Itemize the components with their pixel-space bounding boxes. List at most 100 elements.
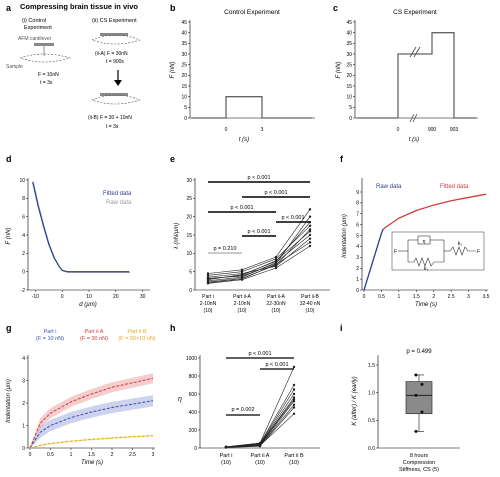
control-title-line1: (i) Control: [22, 18, 46, 24]
panel-e-point-9-0: [206, 280, 210, 284]
sample-label: Sample: [6, 64, 23, 70]
panel-h-point-2-2: [292, 392, 296, 396]
panel-e-point-5-3: [308, 244, 312, 248]
panel-c-ylabel: F (nN): [336, 62, 342, 79]
panel-g-xtick-label-1: 0.5: [47, 452, 54, 458]
control-force-label: F = 10nN: [38, 72, 59, 78]
panel-f-xtick-label-0: 0: [363, 294, 366, 300]
panel-letter-d: d: [6, 154, 12, 164]
panel-e-paired-lines: [206, 208, 312, 285]
panel-e-ytick-label-5: 25: [186, 196, 192, 202]
panel-d-chart: -2 0 2 4 6 8 10 -10 0 10 20 30 d (µm) F (nN) Fitted…: [6, 178, 150, 308]
panel-c-ytick-label-0: 0: [349, 116, 352, 122]
panel-f-ytick-label-5: 5: [356, 233, 359, 239]
panel-e-cat-0-line3: (10): [204, 308, 213, 314]
panel-e-subject-line-5: [207, 245, 311, 284]
panel-b-xlabel: t (s): [239, 137, 249, 143]
cs-sample-outline-a: [91, 34, 141, 45]
panel-e-ytick-label-2: 10: [186, 251, 192, 257]
panel-h-point-6-2: [292, 383, 296, 387]
panel-e-cat-0-line1: Part i: [202, 294, 214, 300]
panel-e-point-4-2: [274, 257, 278, 261]
cs-time-label-a: t = 900s: [106, 59, 124, 65]
panel-g-ytick-label-3: 3: [22, 378, 25, 384]
panel-c-ytick-label-4: 20: [346, 73, 352, 79]
panel-c-xtick-900: 900: [428, 127, 437, 133]
panel-e-point-4-3: [308, 224, 312, 228]
panel-e-point-9-1: [240, 277, 244, 280]
inset-f-right: F: [477, 249, 480, 255]
spring-dashpot-model-icon: [398, 235, 476, 267]
panel-g-xtick-label-5: 2.5: [129, 452, 136, 458]
panel-c-xtick-0: 0: [397, 127, 400, 133]
panel-b-ytick-label-2: 10: [181, 94, 187, 100]
panel-e-point-8-2: [274, 255, 278, 259]
panel-h-cat-1-line1: Part ii A: [251, 453, 270, 459]
cs-force-label-a: (ii-A) F = 30nN: [95, 51, 128, 57]
panel-e-pvalue-3: p < 0.001: [281, 215, 304, 221]
cs-title: (ii) CS Experiment: [92, 18, 137, 24]
panel-e-point-4-0: [206, 274, 210, 277]
cs-force-label-b: (ii-B) F = 30 + 10nN: [88, 115, 132, 121]
control-sample-outline: [19, 53, 72, 63]
panel-h-pvalue-1: p = 0.002: [231, 407, 254, 413]
panel-d-ytick-label-6: 10: [19, 178, 25, 184]
panel-i-ticks: 0.0 0.5 1.0 1.5: [368, 363, 378, 452]
panel-e-cat-3-line3: (10): [306, 308, 315, 314]
panel-h-cat-2-line2: (10): [289, 460, 299, 466]
panel-e-point-0-3: [308, 241, 312, 244]
panel-d-fitted-line: [32, 181, 130, 273]
panel-e-pvalue-2: p < 0.001: [247, 229, 270, 235]
panel-i-pvalue: p = 0.499: [406, 349, 432, 355]
panel-g-xtick-label-6: 3: [152, 452, 155, 458]
panel-h-cat-1-line2: (10): [255, 460, 265, 466]
panel-f-ytick-label-4: 4: [356, 244, 359, 250]
panel-b-ytick-label-5: 25: [181, 62, 187, 68]
panel-i-point-2: [414, 393, 418, 397]
panel-i-box: [405, 381, 433, 415]
panel-b-ytick-label-0: 0: [184, 116, 187, 122]
panel-g-xtick-label-2: 1: [70, 452, 73, 458]
panel-e-category-labels: Part i2-10nN(10)Part ii-A2-10nN(10)Part …: [200, 294, 321, 314]
panel-e-subject-line-8: [207, 209, 311, 274]
panel-g-xlabel: Time (s): [81, 460, 103, 466]
panel-f-chart: 0 1 2 3 4 5 6 7 8 9 0 0.5 1 1.5 2 2.5 3 3.5 Time (s) Inde…: [342, 178, 490, 308]
panel-h-point-9-0: [224, 445, 228, 449]
panel-c-ytick-label-2: 10: [346, 94, 352, 100]
panel-e-cat-3-line2: 32-40 nN: [300, 301, 321, 307]
panel-f-xtick-label-1: 0.5: [378, 294, 385, 300]
panel-d-legend-raw: Raw data: [106, 200, 132, 206]
panel-c-xlabel: t (s): [409, 137, 419, 143]
panel-letter-f: f: [340, 154, 344, 164]
panel-e-ytick-label-6: 30: [186, 178, 192, 184]
panel-e-cat-1-line3: (10): [238, 308, 247, 314]
panel-d-ytick-label-5: 8: [22, 196, 25, 202]
panel-i-xlabel-line2: Compression: [403, 460, 435, 466]
panel-d-ytick-label-3: 4: [22, 233, 25, 239]
panel-e-cat-2-line3: (10): [272, 308, 281, 314]
panel-e-subject-line-9: [207, 229, 311, 283]
panel-i-point-4: [414, 373, 418, 377]
panel-i-point-0: [414, 429, 418, 433]
panel-f-ytick-label-9: 9: [356, 190, 359, 196]
control-title-line2: Experiment: [24, 25, 52, 31]
panel-d-xtick-label-4: 30: [140, 294, 146, 300]
panel-c-ytick-label-8: 40: [346, 30, 352, 36]
panel-f-ytick-label-6: 6: [356, 222, 359, 228]
cs-time-label-b: t = 3s: [106, 124, 119, 130]
panel-f-xtick-label-2: 1: [397, 294, 400, 300]
panel-h-ticks: 0 200 400 600 800 1000: [186, 356, 200, 452]
panel-letter-c: c: [333, 3, 338, 13]
panel-h-ytick-label-2: 400: [189, 410, 198, 416]
panel-g-ytick-label-1: 1: [22, 423, 25, 429]
panel-c-title: CS Experiment: [393, 9, 437, 16]
panel-h-ytick-label-4: 800: [189, 374, 198, 380]
panel-d-ytick-label-0: -2: [21, 288, 26, 294]
panel-f-legend-raw: Raw data: [376, 184, 402, 190]
panel-d-xtick-label-3: 20: [113, 294, 119, 300]
inset-eta-label: η: [423, 239, 426, 245]
panel-g-ylabel: Indentation (µm): [6, 379, 12, 423]
panel-f-xtick-label-4: 2: [432, 294, 435, 300]
panel-e-point-6-2: [274, 260, 278, 263]
